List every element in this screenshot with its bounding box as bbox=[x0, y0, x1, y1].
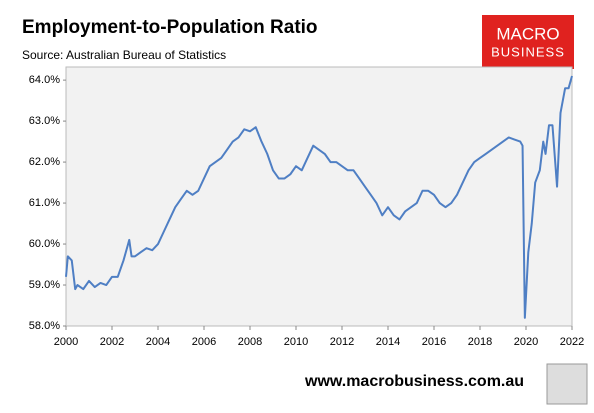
x-tick-label: 2018 bbox=[468, 336, 492, 348]
x-tick-label: 2002 bbox=[100, 336, 124, 348]
x-tick-label: 2000 bbox=[54, 336, 78, 348]
data-line bbox=[65, 75, 573, 319]
y-tick-label: 60.0% bbox=[29, 238, 60, 250]
y-tick-label: 59.0% bbox=[29, 279, 60, 291]
plot-area bbox=[65, 66, 573, 327]
y-tick-label: 62.0% bbox=[29, 156, 60, 168]
x-tick-label: 2020 bbox=[514, 336, 538, 348]
logo-text: MACRO bbox=[496, 24, 559, 43]
x-tick-label: 2008 bbox=[238, 336, 262, 348]
y-tick-label: 64.0% bbox=[29, 74, 60, 86]
x-tick-label: 2014 bbox=[376, 336, 400, 348]
x-tick-label: 2016 bbox=[422, 336, 446, 348]
x-tick-label: 2012 bbox=[330, 336, 354, 348]
x-tick-label: 2022 bbox=[560, 336, 584, 348]
chart-subtitle: Source: Australian Bureau of Statistics bbox=[22, 48, 226, 62]
chart-title: Employment-to-Population Ratio bbox=[22, 17, 318, 38]
y-tick-label: 61.0% bbox=[29, 197, 60, 209]
y-tick-label: 63.0% bbox=[29, 115, 60, 127]
footer: www.macrobusiness.com.au bbox=[304, 373, 524, 390]
logo-text: BUSINESS bbox=[491, 44, 565, 59]
logo-box bbox=[482, 15, 574, 69]
x-tick-label: 2006 bbox=[192, 336, 216, 348]
y-tick-label: 58.0% bbox=[29, 320, 60, 332]
x-tick-label: 2010 bbox=[284, 336, 308, 348]
fox-icon bbox=[546, 363, 588, 405]
x-tick-label: 2004 bbox=[146, 336, 170, 348]
